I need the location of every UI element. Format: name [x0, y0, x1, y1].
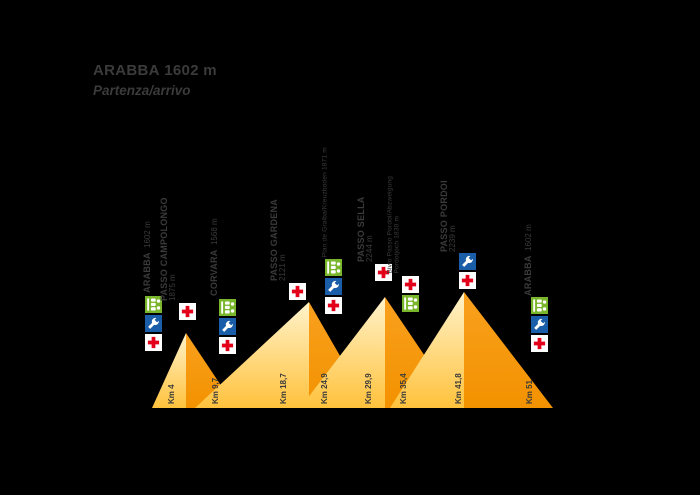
bus-icon [325, 259, 342, 276]
service-icons-arabba-start [145, 296, 162, 351]
first-aid-icon [531, 335, 548, 352]
title-elevation: 1602 m [164, 62, 217, 79]
km-marker-sella: Km 29,9 [364, 373, 373, 404]
service-icons-gardena [289, 283, 306, 300]
wrench-icon [531, 316, 548, 333]
bus-icon [219, 299, 236, 316]
waypoint-label-arabba-finish: ARABBA 1602 m [523, 224, 534, 296]
wrench-icon [145, 315, 162, 332]
waypoint-label-bivio-pordoi: Bivio Passo Pordoi/Abzweigung Pordoijoch… [386, 176, 401, 274]
first-aid-icon [145, 334, 162, 351]
km-marker-bivio-pordoi: Km 35,4 [399, 373, 408, 404]
title-name: ARABBA [93, 62, 160, 79]
km-marker-campolongo: Km 4 [167, 384, 176, 404]
wrench-icon [325, 278, 342, 295]
bus-icon [402, 295, 419, 312]
mountain-pordoi-right-face [464, 292, 553, 408]
km-marker-pordoi: Km 41,8 [454, 373, 463, 404]
service-icons-campolongo [179, 303, 196, 320]
first-aid-icon [289, 283, 306, 300]
service-icons-pordoi [459, 253, 476, 289]
bus-icon [145, 296, 162, 313]
first-aid-icon [219, 337, 236, 354]
first-aid-icon [325, 297, 342, 314]
km-marker-gardena: Km 18,7 [279, 373, 288, 404]
waypoint-label-arabba-start: ARABBA 1602 m [142, 221, 153, 293]
wrench-icon [219, 318, 236, 335]
service-icons-arabba-finish [531, 297, 548, 352]
waypoint-label-corvara: CORVARA 1568 m [209, 218, 220, 296]
mountain-campolongo-left-face [152, 333, 186, 408]
bus-icon [531, 297, 548, 314]
service-icons-corvara [219, 299, 236, 354]
km-marker-plan-de-gralba: Km 24,9 [320, 373, 329, 404]
service-icons-plan-de-gralba [325, 259, 342, 314]
page-title: ARABBA 1602 m Partenza/arrivo [93, 62, 217, 98]
first-aid-icon [402, 276, 419, 293]
subtitle: Partenza/arrivo [93, 83, 191, 98]
mountain-sella-left-face [300, 297, 385, 408]
service-icons-bivio-pordoi [402, 276, 419, 312]
first-aid-icon [459, 272, 476, 289]
wrench-icon [459, 253, 476, 270]
first-aid-icon [179, 303, 196, 320]
title-line: ARABBA 1602 m [93, 62, 217, 79]
km-marker-corvara: Km 9,7 [211, 377, 220, 404]
waypoint-label-passo-gardena: PASSO GARDENA 2121 m [268, 198, 288, 281]
mountain-pordoi-left-face [390, 292, 464, 408]
waypoint-label-passo-sella: PASSO SELLA 2244 m [355, 196, 375, 262]
waypoint-label-plan-de-gralba: Plan de Gralba/Kreuzboden 1871 m [321, 146, 329, 257]
mountain-gardena-left-face [195, 302, 309, 408]
service-icons-sella [375, 264, 392, 281]
waypoint-label-passo-pordoi: PASSO PORDOI 2239 m [438, 180, 458, 252]
waypoint-label-passo-campolongo: PASSO CAMPOLONGO 1875 m [158, 197, 178, 301]
first-aid-icon [375, 264, 392, 281]
km-marker-arabba-finish: Km 51 [525, 379, 534, 404]
